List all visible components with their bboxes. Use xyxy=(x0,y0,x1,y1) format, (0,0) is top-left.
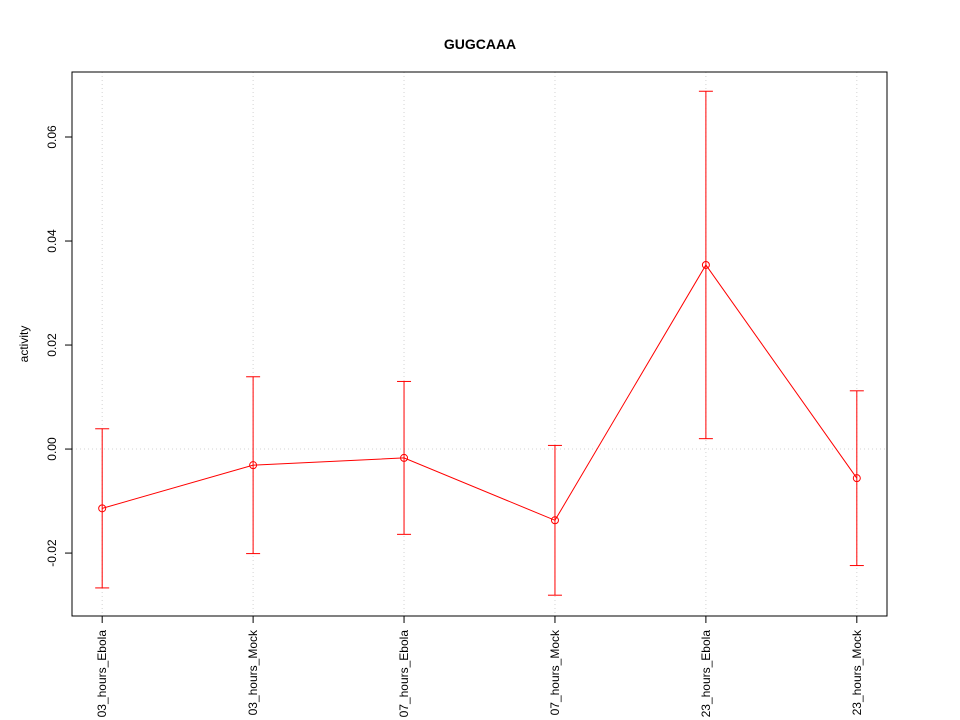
y-tick-label: 0.06 xyxy=(45,125,59,149)
series-line xyxy=(102,264,858,521)
y-tick-label: -0.02 xyxy=(45,539,59,567)
y-axis-label: activity xyxy=(17,326,31,363)
point xyxy=(98,504,107,513)
y-tick-label: 0.04 xyxy=(45,229,59,253)
chart-title: GUGCAAA xyxy=(444,36,516,52)
x-tick-label: 23_hours_Ebola xyxy=(699,630,713,718)
x-tick-label: 07_hours_Mock xyxy=(548,629,562,715)
x-tick-label: 07_hours_Ebola xyxy=(397,630,411,718)
x-tick-label: 03_hours_Ebola xyxy=(95,630,109,718)
x-tick-label: 03_hours_Mock xyxy=(246,629,260,715)
x-tick-label: 23_hours_Mock xyxy=(850,629,864,715)
point xyxy=(550,516,559,525)
point xyxy=(852,474,861,483)
point xyxy=(701,260,710,269)
point xyxy=(400,453,409,462)
y-tick-label: 0.00 xyxy=(45,437,59,461)
point xyxy=(249,461,258,470)
y-tick-label: 0.02 xyxy=(45,333,59,357)
plot-frame xyxy=(71,71,888,617)
